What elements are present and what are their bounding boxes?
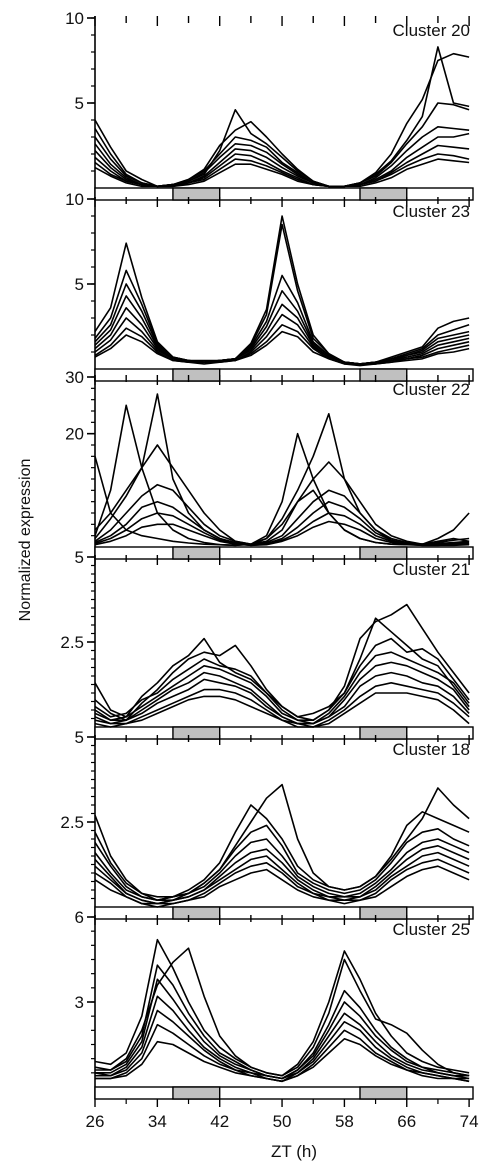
cluster-title: Cluster 18 xyxy=(393,740,470,759)
series-line-2 xyxy=(94,52,470,188)
series-line-8 xyxy=(94,158,470,188)
series-line-8 xyxy=(94,865,470,908)
panel-stack: 5 10 Cluster 20 5 10 Cluster 23 20 30 Cluster 22… xyxy=(60,9,474,1100)
series-line-4 xyxy=(94,289,470,365)
y-tick-label: 10 xyxy=(65,9,84,28)
series-line-2 xyxy=(94,947,470,1077)
y-tick-label: 5 xyxy=(75,728,84,747)
series-line-5 xyxy=(94,303,470,365)
series-line-3 xyxy=(94,637,470,722)
series-line-1 xyxy=(94,783,470,898)
x-tick-label: 58 xyxy=(335,1112,354,1131)
y-tick-label: 5 xyxy=(75,275,84,294)
series-line-8 xyxy=(95,1038,470,1083)
cluster-title: Cluster 20 xyxy=(393,21,470,40)
dark-period-block xyxy=(359,1086,408,1100)
x-tick-label: 42 xyxy=(210,1112,229,1131)
series-line-1 xyxy=(94,617,470,718)
panel-cluster-21: 2.5 5 Cluster 21 xyxy=(60,548,474,740)
dark-period-block xyxy=(172,368,221,382)
series-line-1 xyxy=(94,46,470,188)
series-line-4 xyxy=(94,838,470,902)
dark-period-block xyxy=(172,906,221,920)
cluster-title: Cluster 25 xyxy=(393,920,470,939)
series-line-2 xyxy=(94,603,470,722)
x-tick-label: 34 xyxy=(148,1112,167,1131)
dark-period-block xyxy=(172,187,221,201)
cluster-title: Cluster 21 xyxy=(393,560,470,579)
series-line-7 xyxy=(94,323,470,365)
x-axis-label: ZT (h) xyxy=(271,1142,317,1161)
dark-period-block xyxy=(359,187,408,201)
y-tick-label: 5 xyxy=(75,94,84,113)
series-line-4 xyxy=(94,651,470,725)
dark-period-block xyxy=(359,906,408,920)
y-tick-label: 3 xyxy=(75,993,84,1012)
light-dark-bar xyxy=(94,1086,474,1100)
dark-period-block xyxy=(172,1086,221,1100)
x-tick-label: 74 xyxy=(460,1112,479,1131)
dark-period-block xyxy=(359,726,408,740)
panel-cluster-18: 2.5 5 Cluster 18 xyxy=(60,728,474,920)
series-line-2 xyxy=(94,804,470,902)
x-tick-label: 26 xyxy=(86,1112,105,1131)
series-line-8 xyxy=(94,330,470,367)
series-line-3 xyxy=(95,964,470,1080)
y-tick-label: 10 xyxy=(65,190,84,209)
y-tick-label: 5 xyxy=(75,548,84,567)
y-tick-label: 2.5 xyxy=(60,633,84,652)
x-tick-label: 50 xyxy=(273,1112,292,1131)
series-line-5 xyxy=(94,661,470,725)
light-dark-bar xyxy=(94,726,474,740)
x-tick-label: 66 xyxy=(397,1112,416,1131)
panel-cluster-20: 5 10 Cluster 20 xyxy=(65,9,474,201)
panel-cluster-22: 20 30 Cluster 22 xyxy=(65,368,474,560)
series-line-8 xyxy=(94,692,470,728)
series-line-5 xyxy=(94,483,470,546)
light-dark-bar xyxy=(94,546,474,560)
panel-cluster-25: 3 6 Cluster 25 xyxy=(75,908,474,1100)
dark-period-block xyxy=(172,726,221,740)
dark-period-block xyxy=(359,546,408,560)
series-line-7 xyxy=(94,858,470,905)
series-line-2 xyxy=(94,393,470,546)
series-line-6 xyxy=(94,144,470,188)
y-axis-label: Normalized expression xyxy=(17,459,34,622)
series-line-4 xyxy=(94,444,470,546)
y-tick-label: 2.5 xyxy=(60,813,84,832)
light-dark-bar xyxy=(94,906,474,920)
light-dark-bar xyxy=(94,187,474,201)
x-axis: 26 34 42 50 58 66 74 xyxy=(86,1099,479,1131)
y-tick-label: 30 xyxy=(65,368,84,387)
y-tick-label: 20 xyxy=(65,425,84,444)
series-line-8 xyxy=(94,520,470,547)
y-tick-label: 6 xyxy=(75,908,84,927)
cluster-title: Cluster 23 xyxy=(393,202,470,221)
dark-period-block xyxy=(172,546,221,560)
cluster-title: Cluster 22 xyxy=(393,380,470,399)
panel-cluster-23: 5 10 Cluster 23 xyxy=(65,190,474,382)
series-line-6 xyxy=(94,671,470,725)
series-line-5 xyxy=(94,995,470,1080)
